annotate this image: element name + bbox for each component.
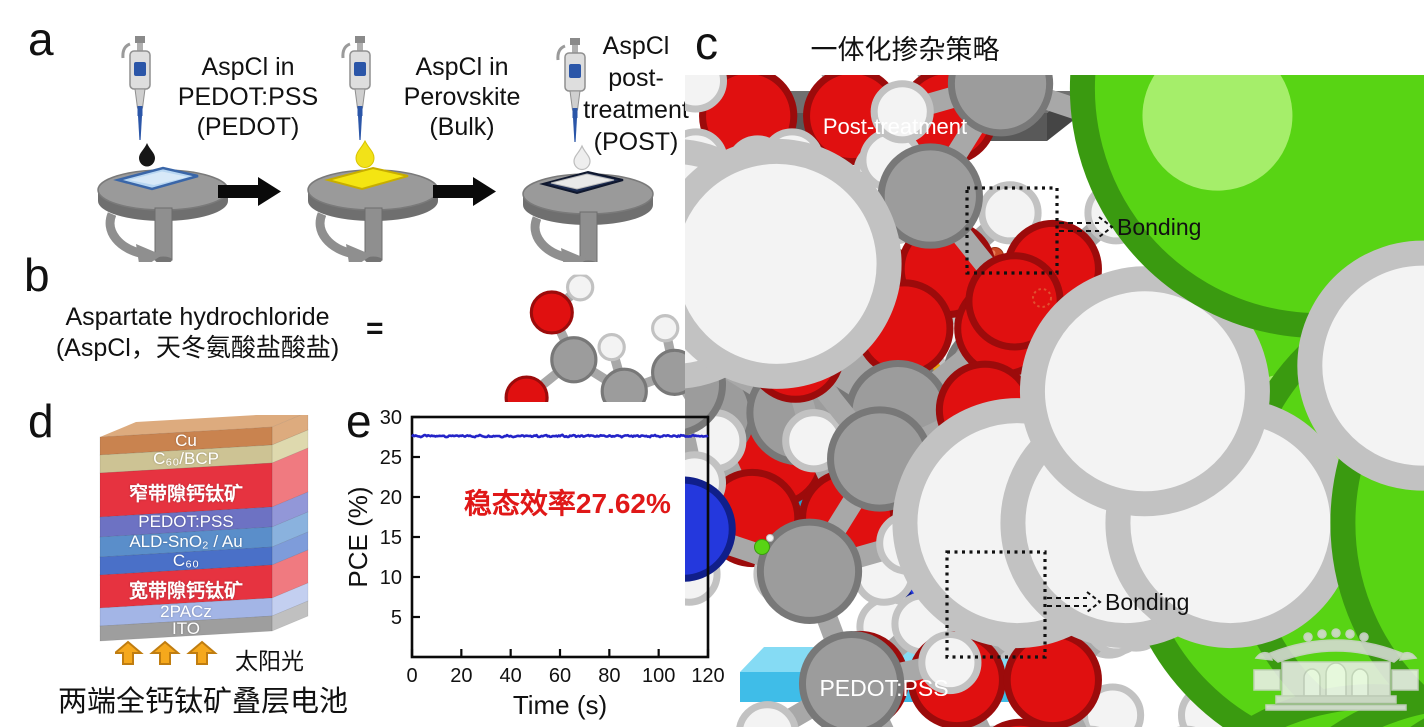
doping-strategy-graphics	[685, 75, 1424, 727]
panel-b-letter: b	[24, 249, 50, 301]
step-caption-bulk: AspCl in Perovskite (Bulk)	[403, 53, 521, 141]
x-tick-label: 80	[598, 665, 620, 687]
post-treatment-label: Post-treatment	[822, 114, 968, 139]
bonding-label-top: Bonding	[1117, 214, 1202, 240]
device-layer-label: C₆₀	[172, 551, 200, 570]
y-tick-label: 10	[380, 567, 402, 589]
y-tick-label: 15	[380, 527, 402, 549]
pipette-icon	[341, 36, 372, 142]
step-arrow-icon	[218, 177, 281, 206]
bonding-arrow-top	[1059, 216, 1114, 238]
aspartate-molecule-icon	[506, 268, 690, 402]
panel-e-letter: e	[346, 395, 372, 447]
aspcl-molecule-large	[400, 262, 690, 402]
device-layer-label: PEDOT:PSS	[138, 512, 234, 531]
bonding-label-bottom: Bonding	[1105, 589, 1190, 615]
panel-c-title: 一体化掺杂策略	[810, 35, 1000, 65]
device-layer-label: Cu	[175, 431, 197, 450]
sun-arrow-icon	[186, 640, 218, 665]
pavilion-watermark-icon	[1253, 628, 1419, 711]
y-tick-label: 5	[391, 607, 402, 629]
device-layer-label: C₆₀/BCP	[153, 449, 219, 468]
x-axis-label: Time (s)	[513, 690, 607, 720]
device-layer-label: 宽带隙钙钛矿	[128, 580, 243, 602]
device-layer	[99, 600, 309, 642]
plot-frame	[410, 415, 710, 659]
substrate-film	[550, 173, 615, 190]
device-layer-label: ITO	[171, 618, 201, 638]
device-layer	[99, 447, 309, 518]
step-caption-pedot: AspCl in PEDOT:PSS (PEDOT)	[177, 53, 319, 141]
sun-arrow-icon	[115, 640, 144, 665]
device-layer	[99, 415, 309, 456]
pedot-pss-label: PEDOT:PSS	[819, 675, 949, 701]
step-caption-post: AspCl post- treatment (POST)	[583, 32, 689, 156]
bonding-box-top	[965, 186, 1059, 275]
pce-stability-chart: 0 20 40 60 80 100 120 5 10 15 20 25 30 Time (s) PCE (%…	[345, 407, 725, 720]
device-layer-label: 2PACz	[160, 602, 212, 621]
droplet-clear	[573, 144, 591, 171]
panel-d-letter: d	[28, 395, 54, 447]
pce-series-line	[410, 433, 709, 439]
device-layer-label: 窄带隙钙钛矿	[128, 484, 243, 505]
y-axis-label: PCE (%)	[345, 486, 373, 587]
chemical-name: Aspartate hydrochloride (AspCl，天冬氨酸盐酸盐)	[55, 303, 340, 362]
x-tick-label: 20	[450, 665, 472, 687]
device-layer	[99, 582, 309, 627]
panel-a-letter: a	[28, 13, 54, 65]
equals-sign: =	[366, 312, 384, 345]
sunlight-arrows	[115, 640, 218, 665]
x-tick-label: 40	[500, 665, 522, 687]
device-caption: 两端全钙钛矿叠层电池	[57, 686, 348, 718]
droplet-black	[139, 143, 155, 167]
x-tick-label: 0	[406, 665, 417, 687]
device-stack	[99, 415, 309, 642]
panel-c-letter: c	[695, 17, 718, 69]
sunlight-label: 太阳光	[235, 648, 304, 674]
x-tick-label: 100	[642, 665, 675, 687]
y-tick-label: 30	[380, 407, 402, 429]
sun-arrow-icon	[149, 640, 181, 665]
panel-d: d 太阳光 两端全钙钛矿叠层电池 Cu C₆₀/BCP 窄带隙钙钛矿 PEDOT:PS…	[0, 395, 348, 727]
substrate-perovskite	[324, 166, 409, 191]
step-arrow-icon	[433, 177, 496, 206]
droplet-yellow	[355, 139, 375, 168]
panel-a-graphics	[0, 36, 720, 262]
bonding-arrow-bottom	[1047, 591, 1102, 613]
bonding-box-bottom	[945, 550, 1047, 659]
steady-efficiency-annotation: 稳态效率27.62%	[464, 487, 671, 519]
vacancy-ring-icon	[1032, 288, 1052, 308]
x-tick-label: 60	[549, 665, 571, 687]
x-tick-label: 120	[691, 665, 724, 687]
device-layer-label: ALD-SnO₂ / Au	[129, 532, 243, 551]
y-tick-label: 25	[380, 447, 402, 469]
stray-chloride-icon	[754, 534, 774, 555]
pipette-icon	[121, 36, 152, 142]
y-tick-label: 20	[380, 487, 402, 509]
